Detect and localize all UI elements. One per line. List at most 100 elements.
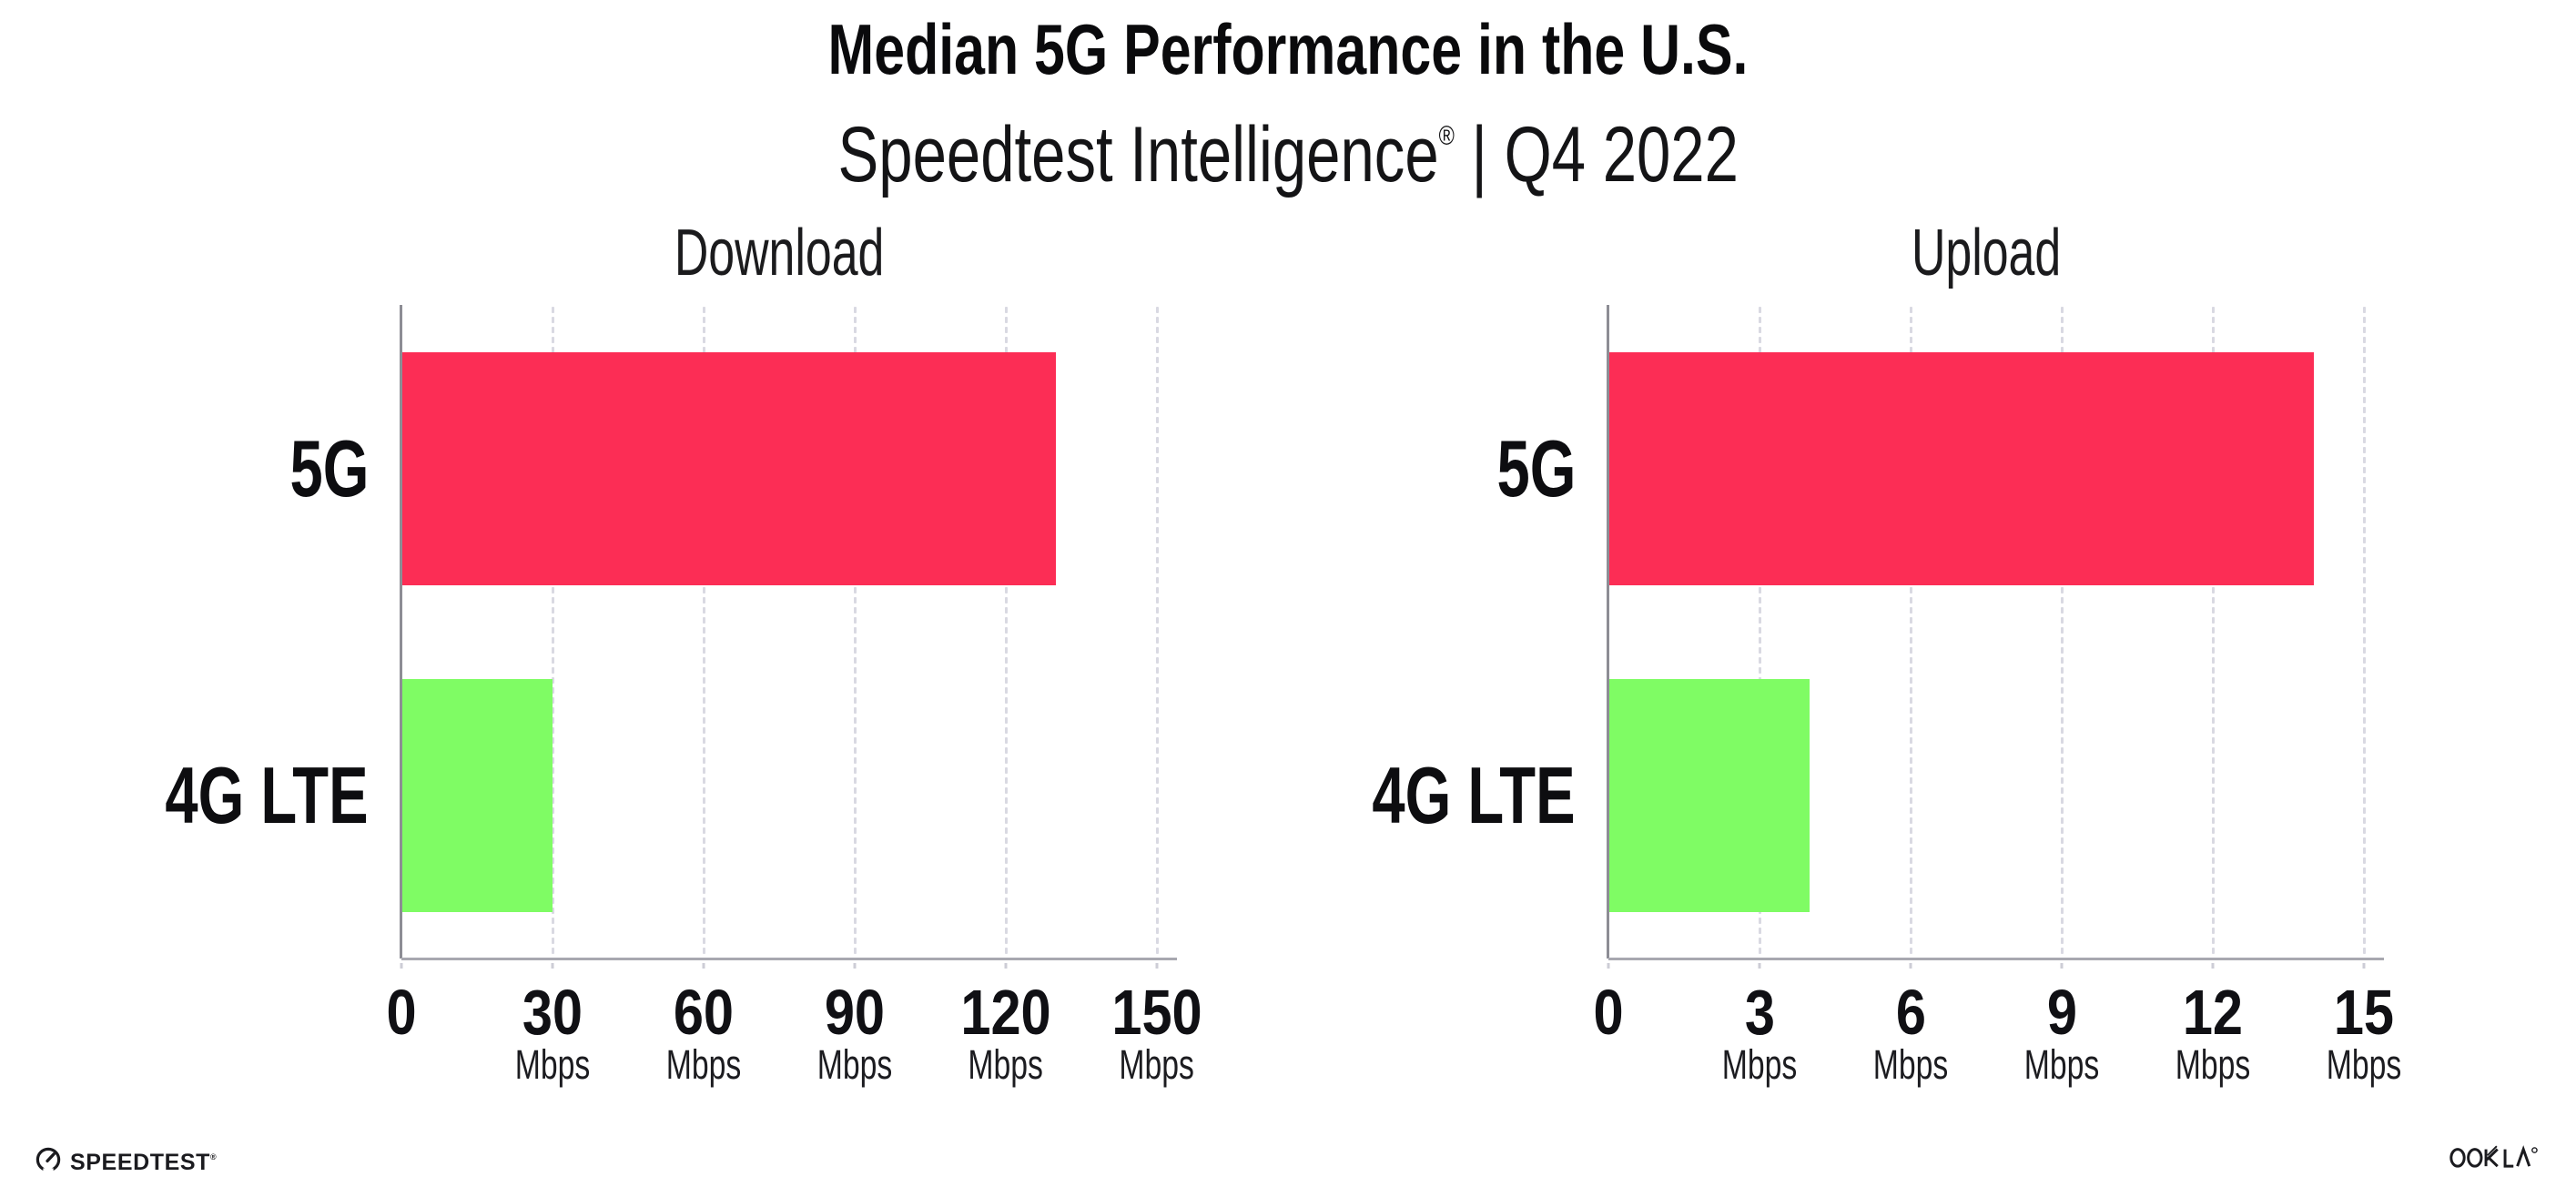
chart-title-download: Download xyxy=(401,217,1157,289)
tick-value-text: 15 xyxy=(2333,977,2395,1048)
page-title-text: Median 5G Performance in the U.S. xyxy=(827,9,1749,89)
axis-tick-mark xyxy=(2211,963,2215,969)
axis-tick-label: 0 xyxy=(384,977,420,1048)
tick-unit: Mbps xyxy=(654,1041,754,1088)
gridline xyxy=(1156,305,1159,959)
y-axis-line xyxy=(400,305,402,959)
tick-value-text: 3 xyxy=(1744,977,1775,1048)
tick-value-text: 120 xyxy=(960,977,1051,1048)
axis-tick-label: 9 Mbps xyxy=(2012,977,2112,1088)
registered-mark: ® xyxy=(1438,121,1455,151)
tick-value-text: 30 xyxy=(522,977,583,1048)
axis-tick-mark xyxy=(1004,963,1008,969)
bar-5g xyxy=(1608,352,2314,585)
subtitle-brand: Speedtest Intelligence xyxy=(837,111,1439,198)
axis-tick-label: 30 Mbps xyxy=(502,977,603,1088)
tick-unit-text: Mbps xyxy=(2023,1041,2100,1088)
gridline xyxy=(1910,305,1912,959)
tick-value-text: 90 xyxy=(824,977,886,1048)
tick-value-text: 9 xyxy=(2046,977,2077,1048)
tick-unit-text: Mbps xyxy=(1872,1041,1949,1088)
category-label-4g-lte: 4G LTE xyxy=(1301,679,1576,912)
tick-unit: Mbps xyxy=(1709,1044,1810,1085)
tick-value: 3 xyxy=(1742,977,1778,1048)
axis-tick-mark xyxy=(1607,963,1610,969)
category-label-5g: 5G xyxy=(1469,352,1576,585)
tick-value: 30 xyxy=(517,977,588,1048)
tick-value: 12 xyxy=(2177,977,2248,1048)
gridline xyxy=(1005,305,1008,959)
gridline xyxy=(2061,305,2064,959)
category-label-text: 4G LTE xyxy=(1372,750,1576,840)
tick-unit-text: Mbps xyxy=(816,1041,893,1088)
axis-tick-label: 90 Mbps xyxy=(805,977,905,1088)
x-axis-line xyxy=(1608,958,2384,960)
chart-title-download-text: Download xyxy=(674,217,885,289)
bar-5g xyxy=(401,352,1057,585)
tick-value: 6 xyxy=(1893,977,1929,1048)
y-axis-line xyxy=(1607,305,1609,959)
speedtest-logo: SPEEDTEST® xyxy=(35,1141,217,1178)
page-subtitle-text: Speedtest Intelligence® | Q4 2022 xyxy=(837,91,1738,200)
tick-value: 9 xyxy=(2044,977,2080,1048)
speedtest-wordmark: SPEEDTEST® xyxy=(70,1139,217,1181)
category-label-text: 5G xyxy=(1496,423,1576,513)
page-subtitle: Speedtest Intelligence® | Q4 2022 xyxy=(0,91,2576,200)
tick-unit: Mbps xyxy=(2163,1041,2263,1088)
axis-tick-label: 6 Mbps xyxy=(1861,977,1961,1088)
tick-unit: Mbps xyxy=(1107,1041,1207,1088)
gridline xyxy=(2363,305,2366,959)
gridline xyxy=(703,305,705,959)
axis-tick-label: 15 Mbps xyxy=(2314,977,2414,1088)
page-title: Median 5G Performance in the U.S. xyxy=(0,11,2576,87)
tick-value-text: 0 xyxy=(386,977,417,1048)
category-label-text: 5G xyxy=(289,423,369,513)
tick-unit-text: Mbps xyxy=(1119,1041,1195,1088)
axis-tick-mark xyxy=(2060,963,2064,969)
tick-unit-text: Mbps xyxy=(968,1041,1044,1088)
axis-tick-label: 3 Mbps xyxy=(1709,977,1810,1085)
ookla-logo xyxy=(2449,1144,2543,1170)
axis-tick-mark xyxy=(1909,963,1912,969)
tick-value-text: 12 xyxy=(2182,977,2244,1048)
axis-tick-mark xyxy=(702,963,705,969)
category-label-text: 4G LTE xyxy=(165,750,369,840)
tick-value: 150 xyxy=(1104,977,1211,1048)
tick-value-text: 60 xyxy=(673,977,735,1048)
gridline xyxy=(854,305,857,959)
tick-unit: Mbps xyxy=(502,1041,603,1088)
tick-unit-text: Mbps xyxy=(665,1041,742,1088)
tick-unit: Mbps xyxy=(1861,1041,1961,1088)
axis-tick-mark xyxy=(2362,963,2366,969)
tick-value-text: 0 xyxy=(1593,977,1624,1048)
speedtest-gauge-icon xyxy=(35,1147,61,1173)
tick-unit: Mbps xyxy=(956,1041,1056,1088)
axis-tick-label: 150 Mbps xyxy=(1104,977,1211,1088)
axis-tick-label: 12 Mbps xyxy=(2163,977,2263,1088)
axis-tick-label: 0 xyxy=(1591,977,1627,1048)
tick-value-text: 150 xyxy=(1111,977,1202,1048)
category-label-4g-lte: 4G LTE xyxy=(94,679,369,912)
axis-tick-mark xyxy=(853,963,857,969)
bar-4g-lte xyxy=(401,679,553,912)
x-axis-line xyxy=(401,958,1177,960)
bar-4g-lte xyxy=(1608,679,1810,912)
speedtest-wordmark-text: SPEEDTEST xyxy=(70,1150,211,1175)
category-label-5g: 5G xyxy=(262,352,369,585)
gridline xyxy=(1759,305,1761,959)
chart-title-upload: Upload xyxy=(1608,217,2364,289)
tick-unit-text: Mbps xyxy=(2175,1041,2251,1088)
axis-tick-mark xyxy=(551,963,554,969)
tick-value-text: 6 xyxy=(1895,977,1926,1048)
tick-unit-text: Mbps xyxy=(2326,1041,2402,1088)
tick-unit: Mbps xyxy=(2314,1041,2414,1088)
axis-tick-label: 60 Mbps xyxy=(654,977,754,1088)
tick-unit: Mbps xyxy=(805,1041,905,1088)
axis-tick-mark xyxy=(1155,963,1159,969)
axis-tick-mark xyxy=(1758,963,1761,969)
tick-value: 0 xyxy=(384,977,420,1048)
speedtest-registered-mark: ® xyxy=(210,1152,217,1161)
tick-unit-text: Mbps xyxy=(514,1041,591,1088)
tick-value: 90 xyxy=(819,977,890,1048)
